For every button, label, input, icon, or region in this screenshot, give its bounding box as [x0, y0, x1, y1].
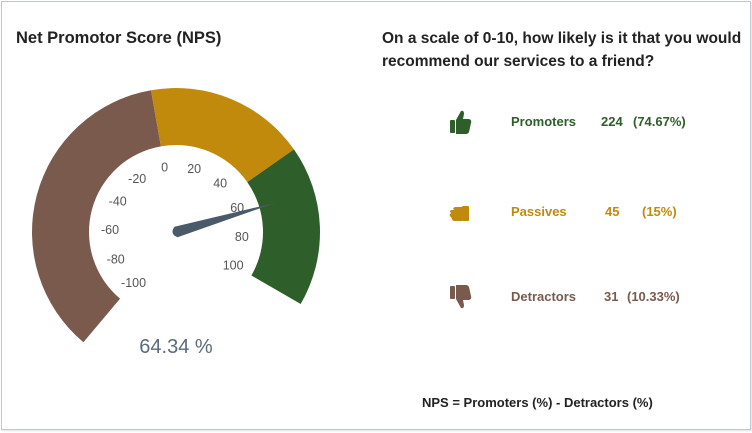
survey-question: On a scale of 0-10, how likely is it tha…	[382, 30, 742, 70]
passives-count: 45	[605, 204, 620, 219]
gauge-tick-label: -60	[101, 223, 119, 237]
gauge-band-detractors	[31, 90, 161, 343]
promoters-percent: (74.67%)	[633, 114, 686, 129]
nps-formula: NPS = Promoters (%) - Detractors (%)	[422, 395, 653, 410]
thumbs-sideways-icon	[449, 206, 469, 221]
gauge-tick-label: 100	[223, 259, 244, 273]
thumbs-down-icon	[450, 285, 472, 309]
chart-title: Net Promotor Score (NPS)	[16, 29, 222, 47]
gauge-tick-label: -20	[128, 172, 146, 186]
promoters-count: 224	[601, 114, 623, 129]
gauge-needle	[172, 202, 276, 238]
gauge-tick-label: 20	[187, 162, 201, 176]
detractors-label: Detractors	[511, 289, 577, 304]
passives-percent: (15%)	[642, 204, 677, 219]
gauge-tick-label: -40	[109, 195, 127, 209]
detractors-count: 31	[604, 289, 619, 304]
gauge-value-label: 64.34 %	[139, 336, 213, 358]
gauge-tick-label: -80	[107, 252, 125, 266]
gauge-tick-label: -100	[121, 276, 146, 290]
promoters-label: Promoters	[511, 114, 577, 129]
gauge-band-passives	[150, 88, 294, 183]
thumbs-up-icon	[450, 110, 472, 134]
gauge-tick-label: 0	[161, 161, 168, 175]
detractors-percent: (10.33%)	[627, 289, 680, 304]
passives-label: Passives	[511, 204, 567, 219]
gauge-tick-label: 40	[213, 176, 227, 190]
gauge-tick-label: 80	[235, 230, 249, 244]
gauge-band-promoters	[247, 149, 321, 304]
